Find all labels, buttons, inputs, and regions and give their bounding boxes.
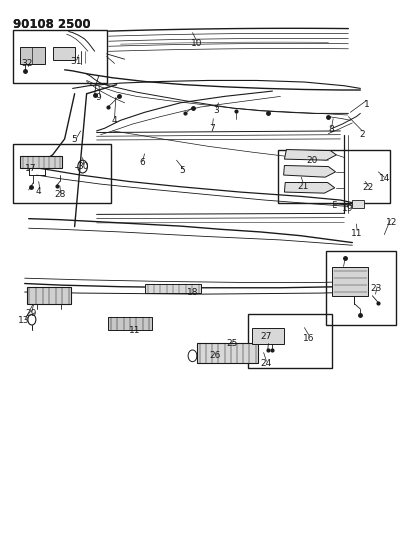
Text: 9: 9 [96,93,101,102]
Text: 29: 29 [25,309,36,318]
Text: 12: 12 [386,219,397,228]
Text: 31: 31 [70,58,81,66]
Text: 10: 10 [191,39,202,48]
Text: 6: 6 [140,158,146,167]
Polygon shape [284,150,336,160]
Bar [196,343,258,364]
Text: 90108 2500: 90108 2500 [13,18,90,31]
Text: 32: 32 [21,59,32,68]
Text: 14: 14 [379,174,390,183]
Bar [249,314,332,368]
Text: 16: 16 [303,334,314,343]
Polygon shape [284,182,335,193]
Text: 2: 2 [360,130,365,139]
Text: 11: 11 [351,229,363,238]
Bar [27,287,71,304]
Bar [352,199,364,208]
Text: 8: 8 [329,125,334,134]
Text: 7: 7 [210,124,215,133]
Text: 18: 18 [187,287,198,296]
Bar [20,157,62,168]
Bar [13,144,111,203]
Text: 4: 4 [36,187,41,196]
Text: 30: 30 [77,162,88,171]
Bar [144,284,200,293]
Text: 20: 20 [306,156,317,165]
Text: 22: 22 [363,183,374,192]
Text: 5: 5 [180,166,185,175]
Text: 3: 3 [214,106,219,115]
Text: 28: 28 [54,190,65,199]
Text: 21: 21 [297,182,308,191]
Bar [53,47,75,60]
Text: 27: 27 [260,332,271,341]
Text: 19: 19 [342,204,353,213]
Bar [278,150,390,203]
Text: 17: 17 [25,164,36,173]
Text: 13: 13 [18,316,30,325]
Bar [13,30,107,83]
Text: 5: 5 [72,135,77,144]
Text: 1: 1 [363,100,369,109]
Text: 4: 4 [112,116,117,125]
Bar [20,47,45,64]
Bar [253,328,284,344]
Text: 23: 23 [371,284,382,293]
Text: 90108 2500: 90108 2500 [13,18,90,31]
Polygon shape [284,165,336,177]
Text: 11: 11 [129,326,140,335]
Text: 24: 24 [260,359,271,368]
Bar [108,317,152,330]
Text: 26: 26 [210,351,221,360]
Bar [326,251,396,325]
Text: 25: 25 [226,339,237,348]
Bar [332,266,369,296]
